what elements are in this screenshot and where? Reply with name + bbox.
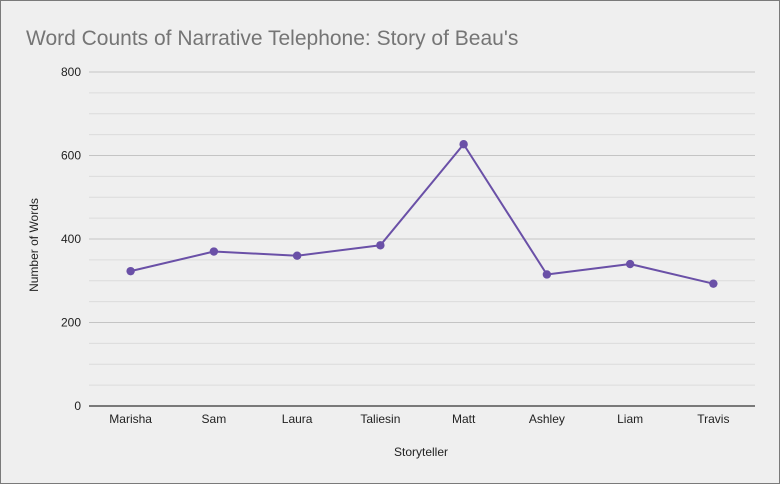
data-point: [209, 247, 219, 256]
x-tick-label: Liam: [617, 412, 643, 426]
y-tick-label: 600: [61, 149, 81, 163]
gridlines: [89, 71, 755, 407]
x-tick-label: Marisha: [109, 412, 152, 426]
x-tick-label: Ashley: [529, 412, 565, 426]
x-axis-ticks: Marisha Sam Laura Taliesin Matt Ashley Liam Tra…: [109, 412, 729, 426]
y-tick-label: 200: [61, 316, 81, 330]
x-tick-label: Travis: [697, 412, 729, 426]
chart-title: Word Counts of Narrative Telephone: Stor…: [26, 27, 518, 50]
x-tick-label: Laura: [282, 412, 313, 426]
data-point: [542, 270, 552, 279]
y-axis-title: Number of Words: [27, 198, 41, 292]
y-tick-label: 800: [61, 65, 81, 79]
y-tick-label: 0: [74, 399, 81, 413]
data-point: [625, 259, 635, 269]
x-tick-label: Sam: [202, 412, 227, 426]
data-point: [292, 251, 302, 260]
data-point: [126, 266, 135, 276]
series-group: [126, 140, 718, 288]
y-tick-label: 400: [61, 232, 81, 246]
x-tick-label: Taliesin: [360, 412, 400, 426]
y-axis-ticks: 0 200 400 600 800: [61, 65, 81, 413]
x-tick-label: Matt: [452, 412, 476, 426]
data-point: [376, 241, 385, 250]
x-axis-title: Storyteller: [394, 445, 448, 459]
data-point: [709, 279, 718, 288]
data-point: [459, 140, 468, 149]
series-line: [130, 143, 714, 285]
